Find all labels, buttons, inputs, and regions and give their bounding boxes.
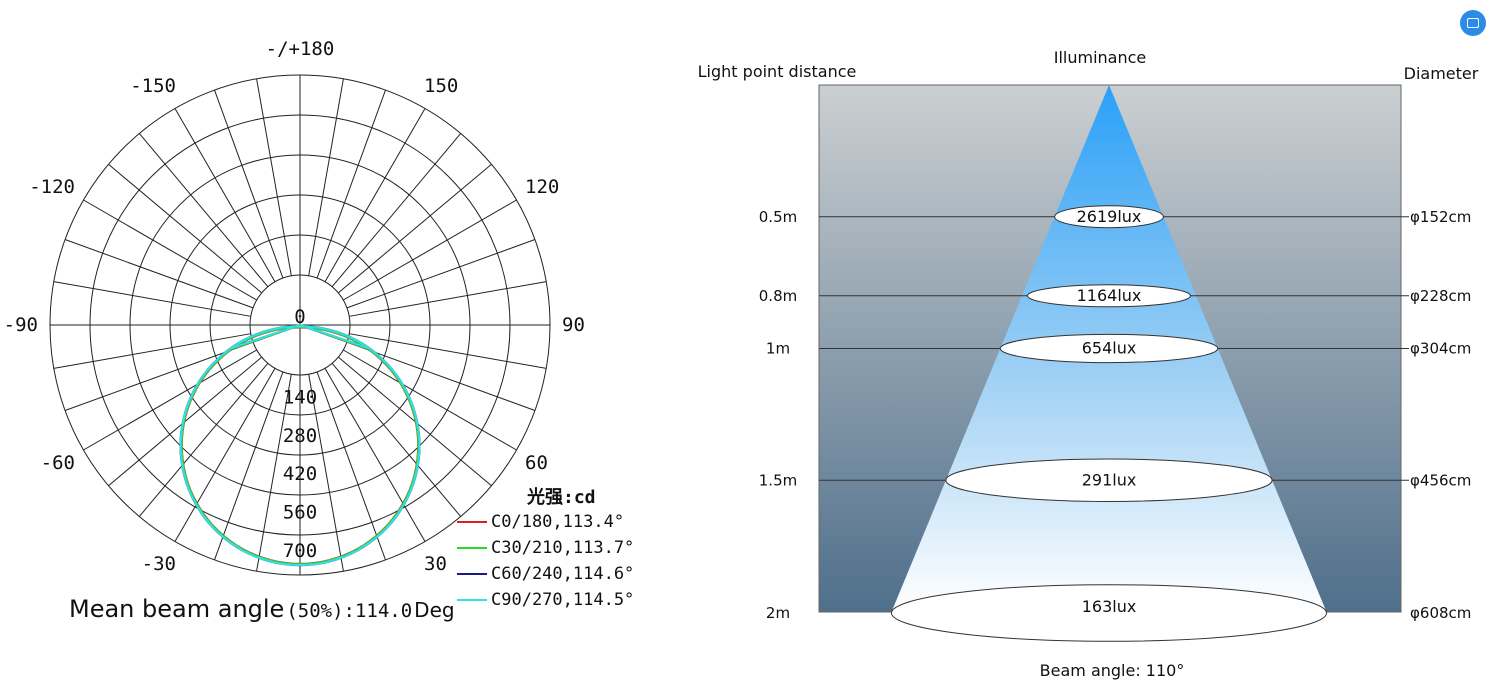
legend-entry: C60/240,114.6° [491,564,634,584]
app-icon[interactable] [1460,10,1486,36]
radial-tick-label: 140 [283,386,317,408]
grid-spoke [214,89,284,279]
legend-title: 光强:cd [526,486,596,508]
grid-spoke [53,333,251,369]
grid-spoke [256,374,292,572]
illuminance-ellipse [999,333,1219,364]
beam-angle-label: Beam angle: 110° [1040,661,1185,680]
polar-grid [49,74,551,576]
grid-spoke [64,239,254,309]
grid-spoke [349,281,547,317]
grid-spoke [64,341,254,411]
grid-spoke [83,199,257,301]
grid-spoke [346,341,536,411]
illuminance-diagram: 2619lux 0.5m φ152cm 1164lux 0.8m φ228cm 654lux… [698,48,1479,680]
diameter-label: φ608cm [1410,604,1471,622]
polar-legend: 光强:cd C0/180,113.4° C30/210,113.7° C60/240,… [69,486,634,623]
illuminance-value: 2619lux [1077,207,1142,226]
diameter-label: φ228cm [1410,287,1471,305]
grid-spoke [337,163,492,294]
angle-label: 150 [424,75,458,97]
grid-spoke [83,349,257,451]
grid-spoke [174,368,276,542]
angle-label: -120 [29,176,75,198]
illuminance-value: 163lux [1082,597,1137,616]
grid-spoke [316,371,386,561]
diameter-label: φ152cm [1410,208,1471,226]
polar-labels: -/+180 150 120 90 60 30 -150 -120 -90 -60 -30 0 140 2… [4,38,585,575]
diameter-label: φ456cm [1410,471,1471,489]
intensity-curve-c90 [179,323,421,567]
diameter-label: φ304cm [1410,340,1471,358]
illuminance-value: 1164lux [1077,286,1142,305]
distance-label: 1.5m [759,471,797,489]
grid-spoke [53,281,251,317]
diagram-background [818,84,1402,613]
angle-label: 90 [562,314,585,336]
polar-intensity-chart: -/+180 150 120 90 60 30 -150 -120 -90 -60 -30 0 140 2… [4,38,635,623]
radial-tick-label: 560 [283,502,317,524]
grid-spoke [138,362,269,517]
angle-label: -/+180 [266,38,335,60]
angle-label: -150 [130,75,176,97]
illuminance-value: 291lux [1082,470,1137,489]
intensity-curves [179,323,421,567]
grid-spoke [349,333,547,369]
illuminance-ellipse [945,458,1273,502]
distance-label: 0.8m [759,287,797,305]
illuminance-ellipse [1026,284,1192,308]
angle-label: 30 [424,553,447,575]
legend-entry: C30/210,113.7° [491,538,634,558]
illuminance-value: 654lux [1082,339,1137,358]
angle-label: -30 [142,553,176,575]
grid-spoke [214,371,284,561]
radial-tick-label: 700 [283,540,317,562]
grid-spoke [108,163,263,294]
angle-label: 120 [525,176,559,198]
diameter-header: Diameter [1404,64,1479,83]
grid-spoke [343,349,517,451]
grid-spoke [343,199,517,301]
legend-entry: C0/180,113.4° [491,512,624,532]
angle-label: -90 [4,314,38,336]
grid-spoke [308,78,344,276]
grid-spoke [256,78,292,276]
grid-spoke [174,108,276,282]
angle-label: 60 [525,452,548,474]
illuminance-ellipse [1054,205,1164,229]
mean-beam-angle: Mean beam angle (50%):114.0 Deg [69,595,455,623]
illuminance-ellipse [891,584,1327,642]
distance-label: 0.5m [759,208,797,226]
grid-spoke [308,374,344,572]
grid-spoke [324,108,426,282]
grid-spoke [331,362,462,517]
distance-label: 2m [766,604,790,622]
illuminance-title: Illuminance [1054,48,1147,67]
grid-spoke [138,133,269,288]
radial-tick-label: 280 [283,425,317,447]
radial-tick-label: 0 [294,306,305,328]
grid-spoke [346,239,536,309]
angle-label: -60 [41,452,75,474]
grid-spoke [316,89,386,279]
legend-entry: C90/270,114.5° [491,590,634,610]
light-cone [891,85,1327,612]
distance-label: 1m [766,340,790,358]
grid-spoke [331,133,462,288]
grid-spoke [324,368,426,542]
radial-tick-label: 420 [283,463,317,485]
